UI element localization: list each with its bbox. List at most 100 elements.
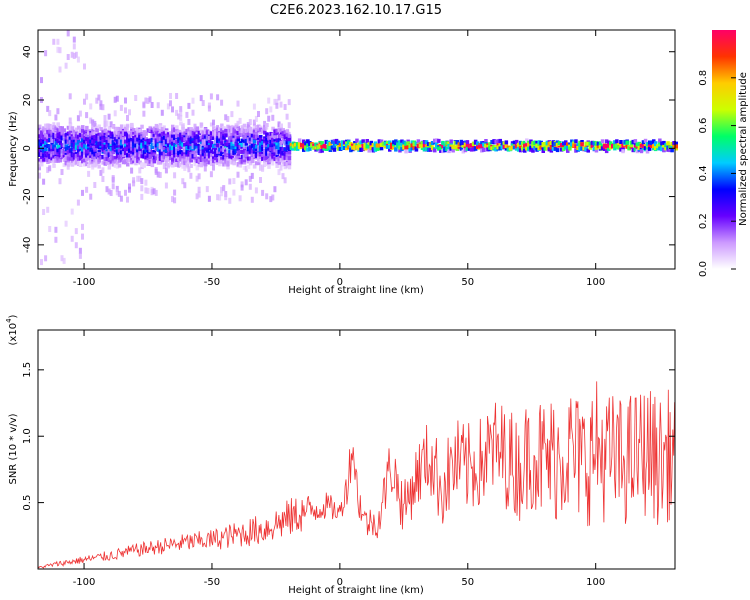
spectrogram-cell: [220, 190, 224, 197]
spectrogram-cell: [312, 143, 316, 148]
spectrogram-cell: [156, 171, 160, 178]
spectrogram-cell: [152, 140, 156, 146]
spectrogram-cell: [347, 145, 351, 150]
spectrogram-cell: [304, 146, 308, 151]
spectrogram-cell: [158, 156, 163, 161]
spectrogram-cell: [594, 145, 599, 150]
spectrogram-cell: [218, 194, 222, 201]
spectrogram-cell: [181, 178, 185, 185]
spectrogram-cell: [138, 141, 142, 146]
spectrogram-cell: [250, 152, 255, 157]
spectrogram-cell: [97, 143, 101, 148]
spectrogram-cell: [177, 151, 181, 156]
spectrogram-cell: [72, 129, 77, 134]
spectrogram-cell: [40, 152, 44, 157]
spectrogram-cell: [574, 148, 578, 153]
spectrogram-x-tick-label: 50: [461, 277, 474, 288]
spectrogram-cell: [60, 136, 64, 141]
spectrogram-cell: [191, 137, 195, 142]
spectrogram-cell: [602, 147, 607, 151]
spectrogram-cell: [265, 162, 269, 167]
spectrogram-cell: [134, 153, 138, 158]
spectrogram-cell: [242, 166, 247, 170]
spectrogram-cell: [48, 123, 52, 128]
spectrogram-cell: [633, 143, 638, 148]
spectrogram-cell: [220, 145, 224, 150]
spectrogram-cell: [124, 189, 127, 196]
spectrogram-cell: [197, 138, 202, 143]
figure-title: C2E6.2023.162.10.17.G15: [270, 3, 442, 18]
spectrogram-cell: [216, 158, 220, 163]
spectrogram-cell: [212, 130, 215, 137]
spectrogram-cell: [461, 141, 466, 145]
spectrogram-cell: [70, 235, 74, 242]
spectrogram-cell: [261, 144, 265, 149]
spectrogram-cell: [228, 145, 232, 149]
spectrogram-cell: [582, 146, 586, 151]
spectrogram-cell: [60, 153, 64, 158]
spectrogram-cell: [207, 130, 212, 135]
spectrogram-cell: [328, 145, 333, 150]
spectrogram-cell: [85, 133, 89, 138]
spectrogram-cell: [46, 129, 50, 134]
spectrogram-cell: [220, 157, 224, 161]
spectrogram-cell: [353, 146, 357, 151]
spectrogram-cell: [287, 122, 291, 129]
spectrogram-cell: [252, 128, 257, 133]
spectrogram-cell: [134, 143, 138, 148]
spectrogram-cell: [242, 128, 247, 133]
spectrogram-cell: [78, 252, 82, 259]
spectrogram-cell: [306, 139, 310, 144]
spectrogram-cell: [320, 141, 324, 146]
spectrogram-cell: [203, 134, 208, 139]
spectrogram-cell: [197, 158, 202, 163]
spectrogram-cell: [101, 176, 105, 182]
spectrogram-cell: [199, 135, 204, 140]
spectrogram-cell: [254, 152, 259, 156]
spectrogram-cell: [156, 155, 161, 160]
spectrogram-cell: [56, 150, 60, 155]
spectrogram-cell: [396, 142, 400, 147]
spectrogram-cell: [506, 147, 511, 152]
spectrogram-cell: [58, 137, 62, 142]
spectrogram-cell: [109, 147, 114, 151]
spectrogram-cell: [201, 157, 206, 162]
spectrogram-cell: [629, 140, 633, 145]
spectrogram-cell: [50, 145, 54, 150]
spectrogram-cell: [275, 102, 279, 109]
spectrogram-cell: [504, 144, 509, 149]
spectrogram-cell: [549, 148, 554, 153]
spectrogram-cell: [158, 143, 162, 150]
spectrogram-cell: [518, 148, 523, 153]
spectrogram-cell: [525, 138, 529, 143]
spectrogram-cell: [398, 145, 402, 150]
spectrogram-cell: [643, 146, 648, 151]
spectrogram-cell: [97, 151, 101, 156]
spectrogram-cell: [224, 154, 228, 159]
spectrogram-cell: [224, 133, 228, 138]
spectrogram-cell: [64, 144, 69, 149]
spectrogram-cell: [320, 148, 324, 153]
spectrogram-cell: [42, 126, 46, 133]
spectrogram-cell: [187, 141, 191, 146]
spectrogram-cell: [259, 137, 263, 142]
spectrogram-cell: [373, 141, 378, 146]
snr-x-ticks: -100 -50 0 50 100: [73, 330, 605, 588]
spectrogram-cell: [181, 164, 185, 169]
spectrogram-cell: [42, 148, 46, 153]
spectrogram-cell: [222, 185, 226, 192]
spectrogram-cell: [44, 123, 48, 128]
spectrogram-cell: [521, 146, 525, 151]
spectrogram-cell: [590, 140, 595, 145]
spectrogram-cell: [81, 159, 85, 164]
spectrogram-cell: [529, 147, 533, 152]
spectrogram-cell: [183, 131, 187, 136]
spectrogram-cell: [275, 155, 279, 160]
spectrogram-cell: [191, 151, 195, 156]
spectrogram-cell: [89, 160, 93, 165]
spectrogram-cell: [164, 148, 169, 153]
spectrogram-cell: [144, 187, 148, 194]
spectrogram-cell: [230, 141, 234, 146]
spectrogram-cell: [543, 146, 547, 151]
spectrogram-cell: [476, 145, 480, 150]
